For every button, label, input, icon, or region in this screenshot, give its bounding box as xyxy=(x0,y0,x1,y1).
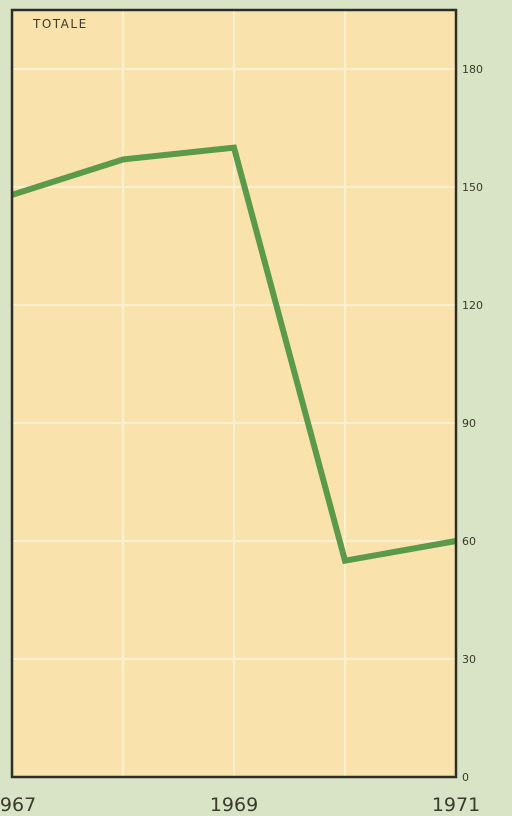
y-tick-label: 90 xyxy=(462,417,476,430)
plot-frame xyxy=(10,8,458,779)
grid-lines xyxy=(12,10,456,777)
chart-title: TOTALE xyxy=(32,17,88,31)
x-tick-label: 1967 xyxy=(0,794,36,816)
y-axis-ticks: 0 30 60 90 120 150 180 xyxy=(462,63,483,784)
series-line-totale xyxy=(11,144,457,565)
x-tick-label: 1971 xyxy=(432,794,480,816)
y-tick-label: 180 xyxy=(462,63,483,76)
y-tick-label: 60 xyxy=(462,535,476,548)
y-tick-label: 30 xyxy=(462,653,476,666)
y-tick-label: 120 xyxy=(462,299,483,312)
y-tick-label: 0 xyxy=(462,771,469,784)
x-axis-ticks: 1967 1969 1971 xyxy=(0,794,480,816)
y-tick-label: 150 xyxy=(462,181,483,194)
x-tick-label: 1969 xyxy=(210,794,258,816)
